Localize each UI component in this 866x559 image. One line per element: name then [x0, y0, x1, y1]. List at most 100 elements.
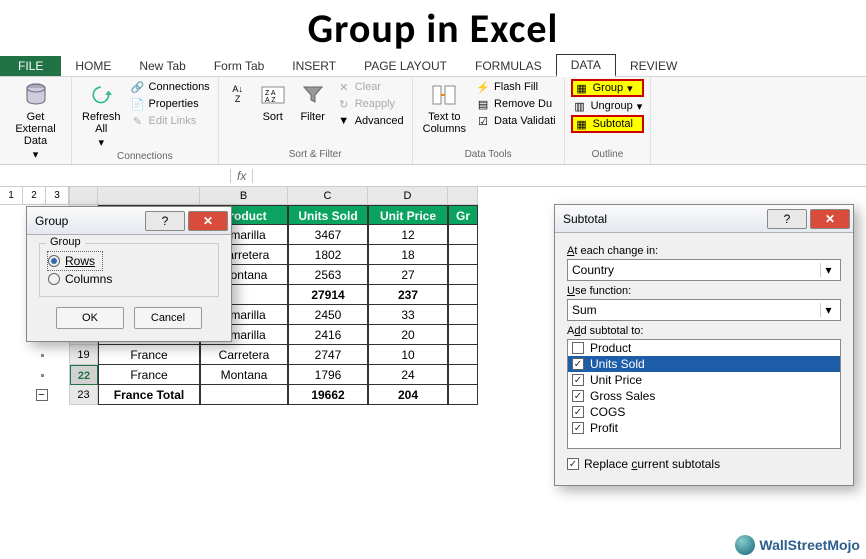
tab-pagelayout[interactable]: PAGE LAYOUT [350, 56, 461, 76]
cell[interactable]: 2416 [288, 325, 368, 345]
group-button[interactable]: ▦Group ▾ [571, 79, 645, 97]
get-external-data-button[interactable]: Get External Data ▾ [6, 79, 65, 163]
help-button[interactable]: ? [145, 211, 185, 231]
reapply-button[interactable]: ↻Reapply [335, 96, 406, 112]
cell[interactable] [448, 225, 478, 245]
ok-button[interactable]: OK [56, 307, 124, 329]
cell[interactable]: 18 [368, 245, 448, 265]
cell[interactable] [448, 305, 478, 325]
close-button[interactable]: ✕ [810, 209, 850, 229]
tab-review[interactable]: REVIEW [616, 56, 691, 76]
radio-columns[interactable]: Columns [48, 270, 210, 288]
checklist-item[interactable]: ✓COGS [568, 404, 840, 420]
radio-rows[interactable]: Rows [48, 252, 102, 270]
checklist-item[interactable]: ✓Profit [568, 420, 840, 436]
cell[interactable]: 27914 [288, 285, 368, 305]
cell[interactable]: 33 [368, 305, 448, 325]
removedup-label: Remove Du [494, 98, 552, 110]
checklist-item[interactable]: ✓Gross Sales [568, 388, 840, 404]
row-number[interactable]: 19 [70, 345, 98, 365]
col-d[interactable]: D [368, 187, 448, 205]
cell[interactable]: 1802 [288, 245, 368, 265]
ungroup-button[interactable]: ▥Ungroup ▾ [571, 98, 645, 114]
outline-row [0, 345, 69, 365]
close-button[interactable]: ✕ [188, 211, 228, 231]
fx-label[interactable]: fx [230, 169, 253, 183]
cell[interactable]: 1796 [288, 365, 368, 385]
cell[interactable] [448, 265, 478, 285]
sort-az-button[interactable]: A↓Z [225, 79, 251, 111]
add-subtotal-list[interactable]: Product✓Units Sold✓Unit Price✓Gross Sale… [567, 339, 841, 449]
link-icon: 🔗 [131, 80, 145, 94]
tab-formulas[interactable]: FORMULAS [461, 56, 556, 76]
help-button[interactable]: ? [767, 209, 807, 229]
at-each-select[interactable]: Country▾ [567, 259, 841, 281]
cell[interactable]: 2747 [288, 345, 368, 365]
edit-links-button[interactable]: ✎Edit Links [129, 113, 212, 129]
cell[interactable]: 27 [368, 265, 448, 285]
cell[interactable]: 204 [368, 385, 448, 405]
cell[interactable]: 237 [368, 285, 448, 305]
tab-file[interactable]: FILE [0, 56, 61, 76]
row-number[interactable]: 22 [70, 365, 98, 385]
cell[interactable] [448, 245, 478, 265]
col-c[interactable]: C [288, 187, 368, 205]
outline-level-2[interactable]: 2 [23, 187, 46, 204]
row-number[interactable]: 23 [70, 385, 98, 405]
col-e[interactable] [448, 187, 478, 205]
group-dialog-titlebar[interactable]: Group ? ✕ [27, 207, 231, 235]
cell[interactable] [448, 365, 478, 385]
checklist-item[interactable]: ✓Units Sold [568, 356, 840, 372]
cell[interactable]: 2563 [288, 265, 368, 285]
flash-fill-button[interactable]: ⚡Flash Fill [474, 79, 558, 95]
tab-data[interactable]: DATA [556, 54, 616, 77]
filter-button[interactable]: Filter [295, 79, 331, 125]
checklist-item[interactable]: Product [568, 340, 840, 356]
replace-checkbox[interactable]: ✓ Replace current subtotals [567, 455, 841, 473]
cell[interactable]: France Total [98, 385, 200, 405]
cancel-button[interactable]: Cancel [134, 307, 202, 329]
col-b[interactable]: B [200, 187, 288, 205]
tab-home[interactable]: HOME [61, 56, 125, 76]
reapply-icon: ↻ [337, 97, 351, 111]
advanced-button[interactable]: ▼Advanced [335, 113, 406, 129]
cell[interactable]: 3467 [288, 225, 368, 245]
tab-insert[interactable]: INSERT [278, 56, 350, 76]
collapse-button[interactable]: − [36, 389, 48, 401]
text-to-columns-button[interactable]: Text to Columns [419, 79, 470, 137]
outline-level-3[interactable]: 3 [46, 187, 69, 204]
cell[interactable] [448, 385, 478, 405]
cell[interactable]: France [98, 345, 200, 365]
cell[interactable]: Montana [200, 365, 288, 385]
cell[interactable] [448, 285, 478, 305]
connections-button[interactable]: 🔗Connections [129, 79, 212, 95]
refresh-all-button[interactable]: Refresh All ▾ [78, 79, 125, 151]
cell[interactable] [200, 385, 288, 405]
col-a[interactable] [98, 187, 200, 205]
cell[interactable]: 24 [368, 365, 448, 385]
cell[interactable]: 12 [368, 225, 448, 245]
tab-formtab[interactable]: Form Tab [200, 56, 278, 76]
clear-button[interactable]: ✕Clear [335, 79, 406, 95]
cell[interactable]: 2450 [288, 305, 368, 325]
subtotal-button[interactable]: ▦Subtotal [571, 115, 645, 133]
sort-button[interactable]: Z AA Z Sort [255, 79, 291, 125]
cell[interactable] [448, 325, 478, 345]
cell[interactable]: 20 [368, 325, 448, 345]
cell[interactable]: 10 [368, 345, 448, 365]
flashfill-icon: ⚡ [476, 80, 490, 94]
remove-duplicates-button[interactable]: ▤Remove Du [474, 96, 558, 112]
checklist-item[interactable]: ✓Unit Price [568, 372, 840, 388]
tab-newtab[interactable]: New Tab [125, 56, 199, 76]
subtotal-dialog-titlebar[interactable]: Subtotal ? ✕ [555, 205, 853, 233]
selectall-corner[interactable] [70, 187, 98, 205]
cell[interactable]: France [98, 365, 200, 385]
cell[interactable] [448, 345, 478, 365]
data-validation-button[interactable]: ☑Data Validati [474, 113, 558, 129]
properties-button[interactable]: 📄Properties [129, 96, 212, 112]
outline-level-1[interactable]: 1 [0, 187, 23, 204]
cell[interactable]: 19662 [288, 385, 368, 405]
group-legend: Group [46, 236, 85, 248]
cell[interactable]: Carretera [200, 345, 288, 365]
use-fn-select[interactable]: Sum▾ [567, 299, 841, 321]
